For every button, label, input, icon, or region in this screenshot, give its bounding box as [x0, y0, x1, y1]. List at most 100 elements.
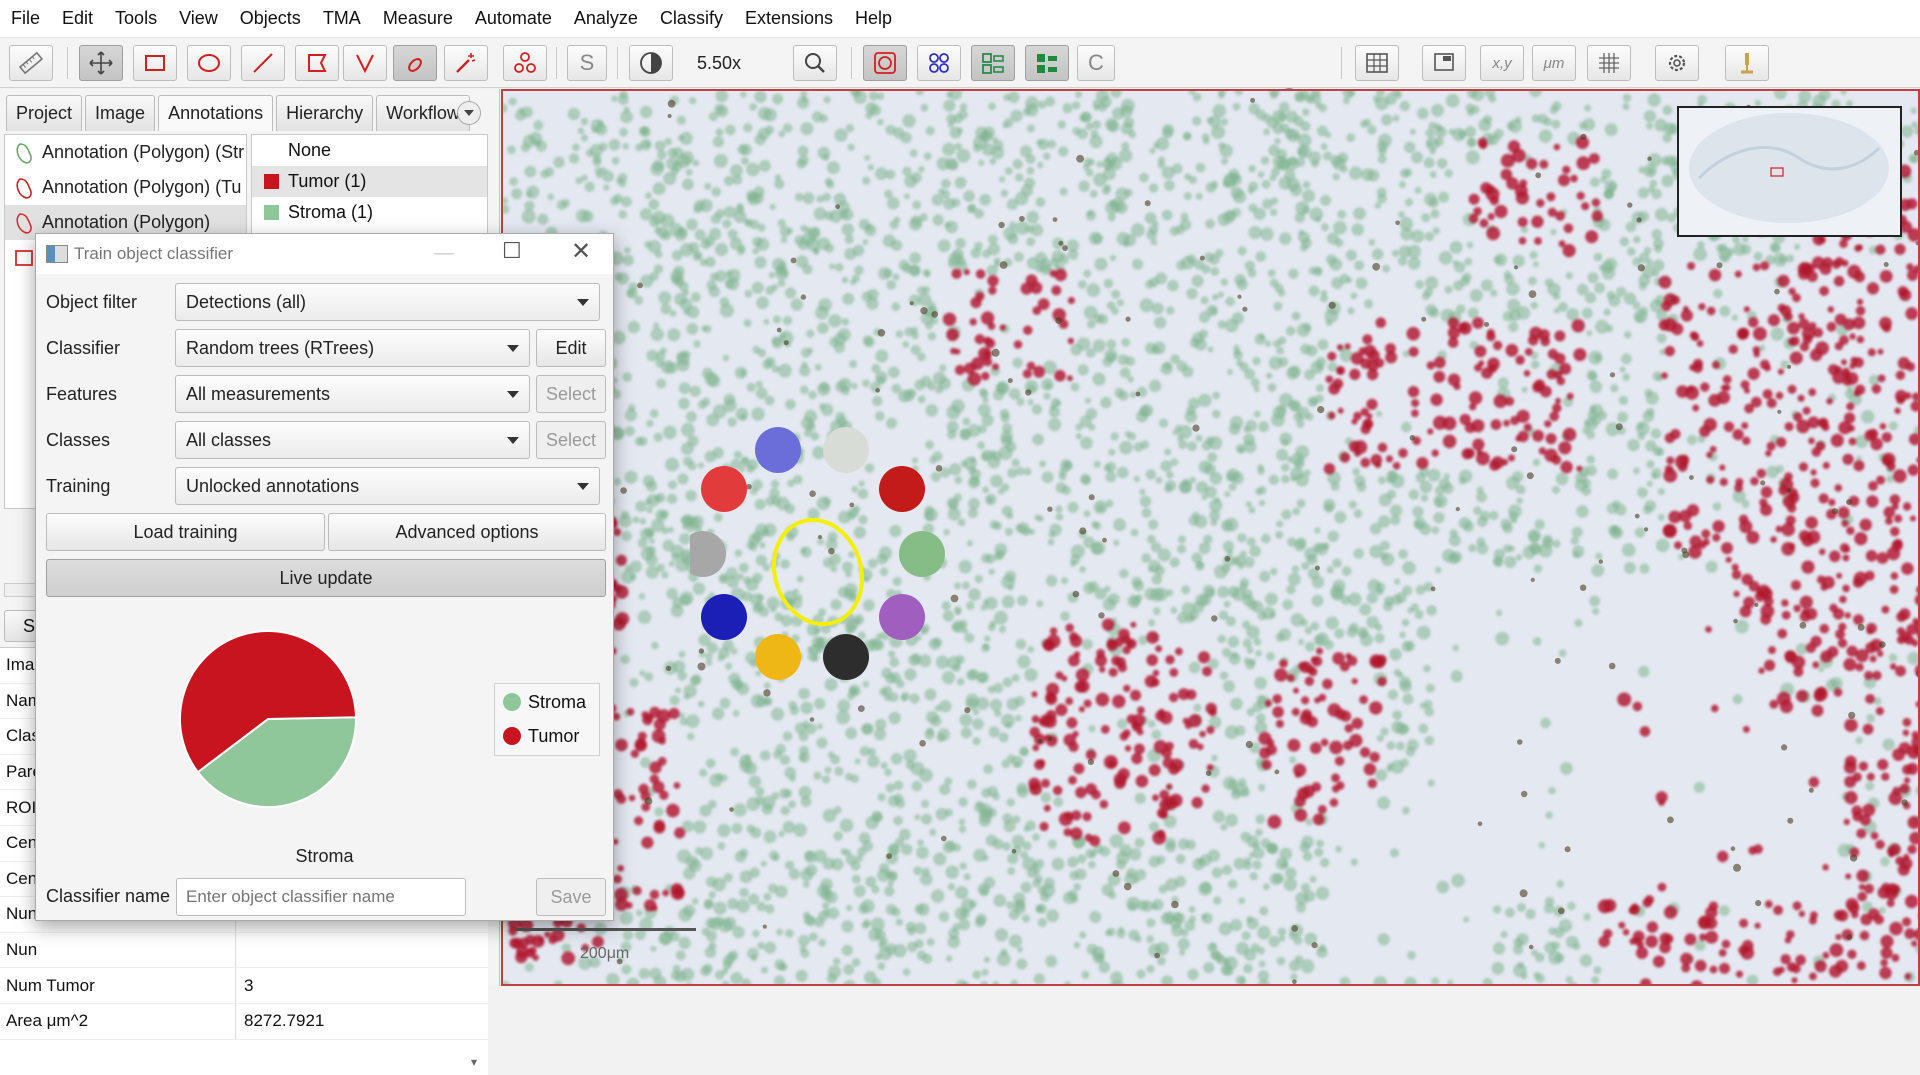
maximize-button[interactable]: ☐: [502, 238, 522, 264]
show-annotations-button[interactable]: [863, 45, 907, 81]
annotation-label: Annotation (Polygon) (Tu: [42, 177, 241, 198]
class-item[interactable]: Tumor (1): [252, 166, 487, 197]
tab-menu-button[interactable]: [457, 101, 481, 125]
grid-button[interactable]: [1587, 45, 1631, 81]
class-color-blue[interactable]: [701, 594, 747, 640]
zoom-to-fit-button[interactable]: [793, 45, 837, 81]
menu-help[interactable]: Help: [855, 8, 892, 29]
legend-swatch: [503, 727, 521, 745]
set-selected-button[interactable]: S: [4, 610, 38, 642]
ellipse-icon: [196, 50, 222, 76]
menu-file[interactable]: File: [11, 8, 40, 29]
menu-bar: File Edit Tools View Objects TMA Measure Automa…: [0, 0, 1920, 38]
scalebar-label: μm: [1544, 55, 1565, 72]
class-color-red[interactable]: [701, 466, 747, 512]
load-training-button[interactable]: Load training: [46, 513, 325, 551]
menu-edit[interactable]: Edit: [62, 8, 93, 29]
measurement-table-button[interactable]: [1355, 45, 1399, 81]
polygon-tool-button[interactable]: [295, 45, 339, 81]
polyline-tool-button[interactable]: [343, 45, 387, 81]
class-item[interactable]: None: [252, 135, 487, 166]
class-color-purple[interactable]: [879, 594, 925, 640]
wand-tool-button[interactable]: [444, 45, 488, 81]
class-color-blue-violet[interactable]: [755, 427, 801, 473]
show-detections-button[interactable]: [971, 45, 1015, 81]
property-key: Area μm^2: [0, 1004, 236, 1039]
chevron-down-icon: [577, 299, 589, 306]
brush-tool-button[interactable]: [393, 45, 437, 81]
class-color-dark-red[interactable]: [879, 466, 925, 512]
class-color-gray[interactable]: [690, 531, 726, 577]
move-tool-button[interactable]: [79, 45, 123, 81]
property-key: Nun: [0, 933, 236, 968]
menu-tma[interactable]: TMA: [323, 8, 361, 29]
log-button[interactable]: [1725, 45, 1769, 81]
class-label: Stroma (1): [288, 202, 373, 223]
points-tool-button[interactable]: [503, 45, 547, 81]
tab-hierarchy[interactable]: Hierarchy: [276, 95, 373, 131]
class-item[interactable]: Stroma (1): [252, 197, 487, 228]
tab-image[interactable]: Image: [85, 95, 155, 131]
menu-objects[interactable]: Objects: [240, 8, 301, 29]
save-button[interactable]: Save: [536, 878, 606, 916]
rectangle-tool-button[interactable]: [133, 45, 177, 81]
fill-detections-button[interactable]: [1025, 45, 1069, 81]
menu-view[interactable]: View: [179, 8, 218, 29]
object-filter-combo[interactable]: Detections (all): [175, 283, 600, 321]
annotation-item[interactable]: Annotation (Polygon) (Tu: [5, 170, 246, 205]
legend-swatch: [503, 693, 521, 711]
menu-extensions[interactable]: Extensions: [745, 8, 833, 29]
edit-classifier-button[interactable]: Edit: [536, 329, 606, 367]
menu-automate[interactable]: Automate: [475, 8, 552, 29]
select-classes-button[interactable]: Select: [536, 421, 606, 459]
ruler-icon: [18, 50, 44, 76]
scroll-down-icon[interactable]: ▾: [471, 1055, 477, 1069]
overview-button[interactable]: [1422, 45, 1466, 81]
class-color-white[interactable]: [823, 427, 869, 473]
menu-measure[interactable]: Measure: [383, 8, 453, 29]
class-color-yellow[interactable]: [755, 634, 801, 680]
live-update-toggle[interactable]: Live update: [46, 559, 606, 597]
menu-analyze[interactable]: Analyze: [574, 8, 638, 29]
overview-thumbnail[interactable]: [1677, 106, 1902, 237]
measure-ruler-button[interactable]: [9, 45, 53, 81]
classifier-name-input[interactable]: [176, 878, 466, 916]
connections-button[interactable]: C: [1077, 45, 1115, 81]
brush-icon: [402, 50, 428, 76]
preferences-button[interactable]: [1655, 45, 1699, 81]
tab-workflow[interactable]: Workflow: [376, 95, 470, 131]
class-color-green[interactable]: [899, 531, 945, 577]
select-features-button[interactable]: Select: [536, 375, 606, 413]
tab-annotations[interactable]: Annotations: [158, 95, 273, 131]
close-button[interactable]: ✕: [571, 237, 591, 266]
show-tma-grid-button[interactable]: [917, 45, 961, 81]
features-combo[interactable]: All measurements: [175, 375, 530, 413]
wand-icon: [453, 50, 479, 76]
ellipse-tool-button[interactable]: [187, 45, 231, 81]
tab-project[interactable]: Project: [6, 95, 82, 131]
brightness-contrast-button[interactable]: [629, 45, 673, 81]
annotation-label: Annotation (Polygon): [42, 212, 210, 233]
table-row[interactable]: Nun: [0, 933, 488, 969]
annotation-item[interactable]: Annotation (Polygon) (Str: [5, 135, 246, 170]
training-combo[interactable]: Unlocked annotations: [175, 467, 600, 505]
minimize-button[interactable]: —: [434, 242, 454, 265]
class-color-wheel[interactable]: [690, 420, 950, 690]
class-color-black[interactable]: [823, 634, 869, 680]
scalebar-button[interactable]: μm: [1532, 45, 1576, 81]
menu-tools[interactable]: Tools: [115, 8, 157, 29]
classifier-row: Classifier Random trees (RTrees): [46, 329, 530, 367]
line-tool-button[interactable]: [241, 45, 285, 81]
legend-item: Tumor: [495, 720, 599, 752]
object-filter-label: Object filter: [46, 292, 175, 313]
menu-classify[interactable]: Classify: [660, 8, 723, 29]
app-icon: [46, 245, 68, 263]
classifier-combo[interactable]: Random trees (RTrees): [175, 329, 530, 367]
advanced-options-button[interactable]: Advanced options: [328, 513, 606, 551]
classes-combo[interactable]: All classes: [175, 421, 530, 459]
location-button[interactable]: x,y: [1480, 45, 1524, 81]
selection-mode-button[interactable]: S: [567, 45, 607, 81]
